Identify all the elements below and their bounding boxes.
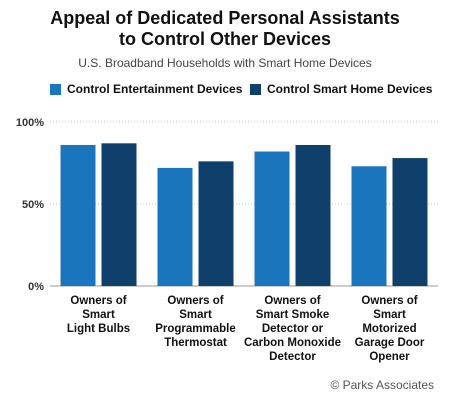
credit: © Parks Associates (330, 378, 434, 392)
legend-swatch-entertainment (50, 83, 61, 95)
category-label-line: Owners of (167, 295, 223, 307)
chart-title: Appeal of Dedicated Personal Assistants … (0, 8, 450, 50)
category-label-2: Owners of Smart Smoke Detector or Carbon Mo… (244, 295, 341, 363)
category-label-line: Owners of (264, 295, 320, 307)
bar-entertainment-2 (254, 151, 290, 286)
category-label-3: Owners of Smart Motorized Garage Door Opener (355, 295, 425, 363)
chart-subtitle: U.S. Broadband Households with Smart Hom… (78, 56, 372, 70)
legend-item-entertainment: Control Entertainment Devices (50, 82, 242, 96)
y-tick-label-100: 100% (16, 117, 44, 129)
category-label-line: Owners of (361, 295, 417, 307)
category-label-line: Garage Door (355, 337, 425, 349)
category-label-line: Opener (369, 351, 410, 363)
legend-swatch-smart-home (250, 83, 261, 95)
legend-label-smart-home: Control Smart Home Devices (267, 82, 433, 96)
legend-label-entertainment: Control Entertainment Devices (67, 82, 243, 96)
y-tick-label-0: 0% (28, 281, 44, 293)
chart-title-line-2: to Control Other Devices (118, 29, 332, 49)
category-label-line: Smart Smoke (256, 309, 330, 321)
category-label-line: Carbon Monoxide (244, 337, 341, 349)
chart-title-line-1: Appeal of Dedicated Personal Assistants (50, 8, 400, 28)
category-label-line: Detector or (262, 323, 324, 335)
category-label-line: Smart (179, 309, 212, 321)
legend-item-smart-home: Control Smart Home Devices (250, 82, 432, 96)
category-label-line: Smart (82, 309, 115, 321)
category-label-line: Thermostat (164, 337, 227, 349)
category-label-line: Light Bulbs (67, 323, 130, 335)
category-label-line: Smart (373, 309, 406, 321)
legend: Control Entertainment Devices Control Sm… (0, 82, 450, 100)
category-label-1: Owners of Smart Programmable Thermostat (155, 295, 236, 349)
category-label-line: Owners of (70, 295, 126, 307)
bar-entertainment-1 (157, 167, 193, 286)
bar-smart-home-1 (198, 161, 234, 286)
bar-smart-home-2 (295, 144, 331, 286)
category-label-line: Detector (269, 351, 316, 363)
bar-smart-home-3 (392, 158, 428, 286)
category-label-line: Motorized (362, 323, 416, 335)
bar-smart-home-0 (101, 143, 137, 286)
bar-entertainment-3 (351, 166, 387, 286)
category-label-0: Owners of Smart Light Bulbs (67, 295, 130, 335)
category-label-line: Programmable (155, 323, 236, 335)
bar-entertainment-0 (60, 144, 96, 286)
y-tick-label-50: 50% (22, 199, 44, 211)
